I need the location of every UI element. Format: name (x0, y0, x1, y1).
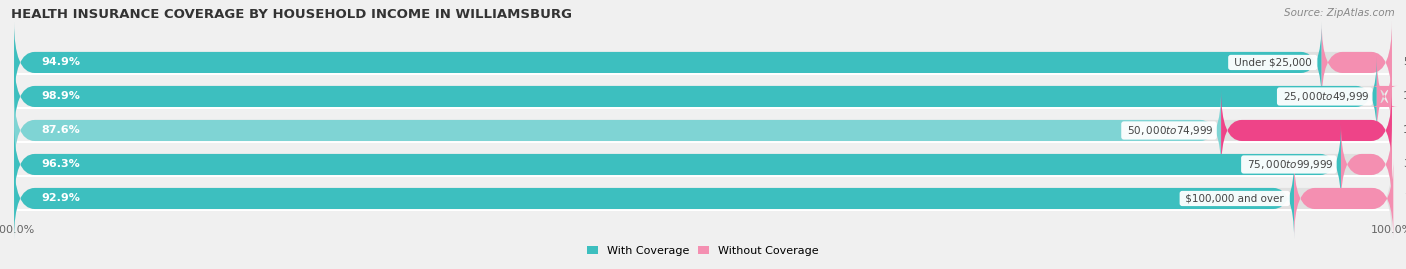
FancyBboxPatch shape (1371, 56, 1398, 137)
Text: HEALTH INSURANCE COVERAGE BY HOUSEHOLD INCOME IN WILLIAMSBURG: HEALTH INSURANCE COVERAGE BY HOUSEHOLD I… (11, 8, 572, 21)
FancyBboxPatch shape (14, 56, 1376, 137)
FancyBboxPatch shape (14, 124, 1392, 205)
FancyBboxPatch shape (14, 56, 1392, 137)
FancyBboxPatch shape (14, 124, 1341, 205)
FancyBboxPatch shape (14, 90, 1220, 171)
FancyBboxPatch shape (14, 22, 1392, 103)
Text: 87.6%: 87.6% (42, 125, 80, 136)
FancyBboxPatch shape (1341, 124, 1392, 205)
Text: 7.2%: 7.2% (1405, 193, 1406, 203)
Text: $100,000 and over: $100,000 and over (1182, 193, 1288, 203)
Text: $50,000 to $74,999: $50,000 to $74,999 (1123, 124, 1215, 137)
Text: 12.4%: 12.4% (1403, 125, 1406, 136)
Text: 96.3%: 96.3% (42, 160, 80, 169)
Text: 5.1%: 5.1% (1403, 58, 1406, 68)
Text: 3.7%: 3.7% (1403, 160, 1406, 169)
Text: 92.9%: 92.9% (42, 193, 80, 203)
FancyBboxPatch shape (14, 90, 1392, 171)
Text: $75,000 to $99,999: $75,000 to $99,999 (1244, 158, 1334, 171)
Text: 94.9%: 94.9% (42, 58, 80, 68)
Text: 98.9%: 98.9% (42, 91, 80, 101)
Legend: With Coverage, Without Coverage: With Coverage, Without Coverage (582, 241, 824, 260)
FancyBboxPatch shape (1322, 22, 1392, 103)
FancyBboxPatch shape (1294, 158, 1393, 239)
FancyBboxPatch shape (14, 22, 1322, 103)
Text: $25,000 to $49,999: $25,000 to $49,999 (1279, 90, 1369, 103)
Text: Source: ZipAtlas.com: Source: ZipAtlas.com (1284, 8, 1395, 18)
Text: 1.1%: 1.1% (1403, 91, 1406, 101)
FancyBboxPatch shape (14, 158, 1392, 239)
FancyBboxPatch shape (1220, 90, 1392, 171)
Text: Under $25,000: Under $25,000 (1230, 58, 1315, 68)
FancyBboxPatch shape (14, 158, 1294, 239)
